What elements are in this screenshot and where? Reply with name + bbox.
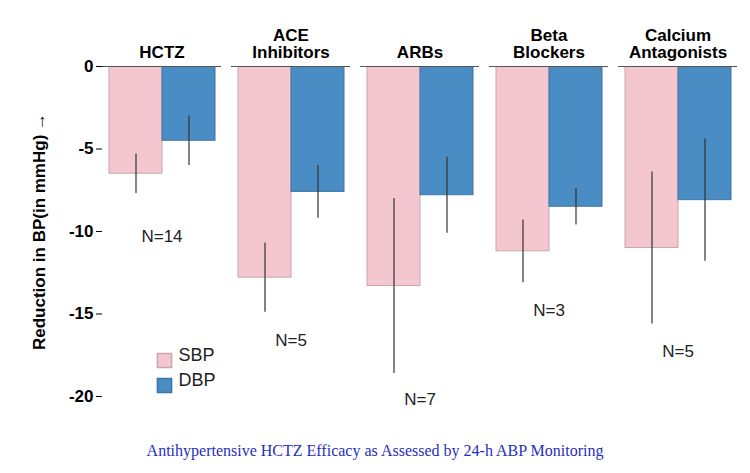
svg-text:-5: -5 [78,139,93,158]
svg-text:-10: -10 [69,222,94,241]
svg-text:BetaBlockers: BetaBlockers [513,26,585,62]
svg-text:N=5: N=5 [662,342,694,361]
svg-text:SBP: SBP [179,345,215,365]
svg-text:HCTZ: HCTZ [139,43,184,62]
svg-text:N=5: N=5 [275,331,307,350]
svg-text:ACEInhibitors: ACEInhibitors [252,26,329,62]
svg-text:CalciumAntagonists: CalciumAntagonists [629,26,727,62]
svg-text:0: 0 [84,57,93,76]
svg-text:-20: -20 [69,387,94,406]
html-text:Antihypertensive HCTZ Efficacy: Antihypertensive HCTZ Efficacy as Assess… [146,442,604,459]
svg-text:N=14: N=14 [141,227,182,246]
svg-text:DBP: DBP [179,370,216,390]
svg-text:ARBs: ARBs [397,43,443,62]
svg-text:N=7: N=7 [404,390,436,409]
svg-text:-15: -15 [69,304,94,323]
svg-text:Reduction in BP(in mmHg) →: Reduction in BP(in mmHg) → [30,113,49,350]
svg-text:N=3: N=3 [533,301,565,320]
